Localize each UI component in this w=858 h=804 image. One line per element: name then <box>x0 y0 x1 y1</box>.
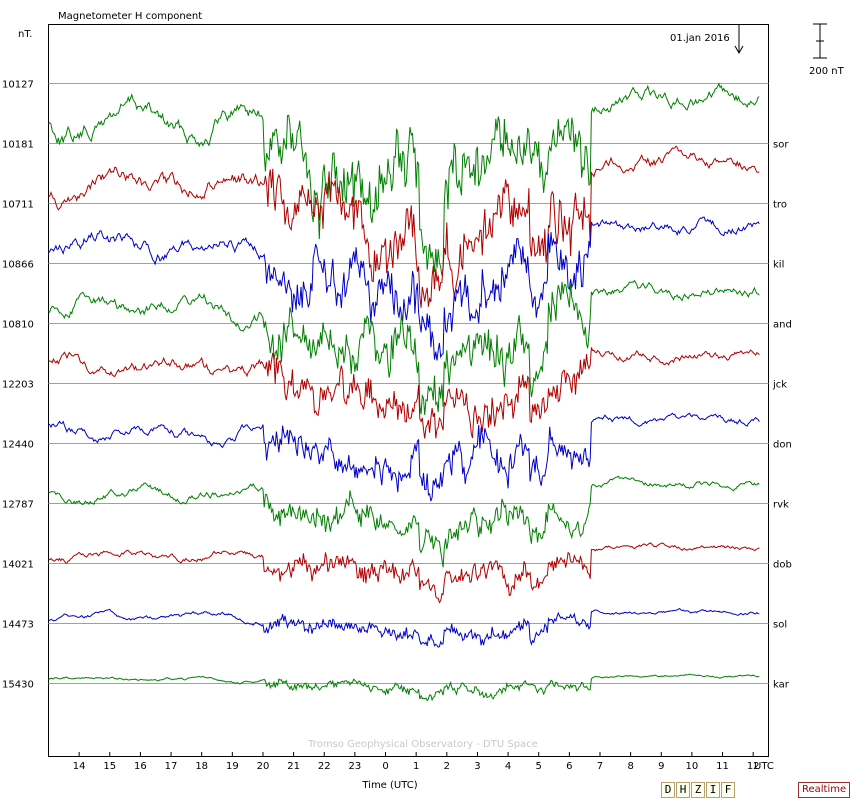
x-tick-label: 23 <box>349 761 362 772</box>
trace-don <box>48 412 760 502</box>
x-tick-label: 9 <box>658 761 664 772</box>
baseline-value-label: 10127 <box>2 80 34 91</box>
scale-bar-label: 200 nT <box>809 66 845 77</box>
baseline-value-label: 15430 <box>2 680 34 691</box>
x-tick-label: 22 <box>318 761 331 772</box>
x-tick-label: 0 <box>382 761 388 772</box>
x-tick-label: 15 <box>103 761 116 772</box>
realtime-button[interactable]: Realtime <box>798 782 851 798</box>
station-label-dob: dob <box>773 560 792 571</box>
trace-dob <box>48 542 760 604</box>
x-tick-label: 1 <box>413 761 419 772</box>
traces <box>48 82 760 702</box>
x-tick-label: 8 <box>627 761 633 772</box>
chart-title: Magnetometer H component <box>58 11 202 22</box>
x-tick-label: 16 <box>134 761 147 772</box>
station-label-rvk: rvk <box>773 500 789 511</box>
trace-kil <box>48 216 760 361</box>
component-button-h[interactable]: H <box>676 782 690 798</box>
x-tick-label: 19 <box>226 761 239 772</box>
component-button-z[interactable]: Z <box>691 782 705 798</box>
baseline-value-label: 10810 <box>2 320 34 331</box>
station-labels: sor tro kil and jck don rvk dob sol kar <box>772 140 792 691</box>
baseline-value-label: 10866 <box>2 260 34 271</box>
trace-jck <box>48 347 760 439</box>
station-label-jck: jck <box>772 380 787 391</box>
station-label-sol: sol <box>773 620 787 631</box>
y-axis-baselines: 10127 10181 10711 10866 10810 12203 12440 12787… <box>2 80 34 691</box>
x-tick-label: 21 <box>287 761 300 772</box>
x-tick-label: 20 <box>257 761 270 772</box>
x-axis-ticks: 14 15 16 17 18 19 20 21 22 23 0 1 2 3 4 5 6 7 8 9 10 11 12 <box>73 752 760 772</box>
station-label-kil: kil <box>773 260 784 271</box>
component-selector: D H Z I F <box>661 782 736 798</box>
x-tick-label: 4 <box>505 761 511 772</box>
baseline-value-label: 10181 <box>2 140 34 151</box>
x-tick-label: 11 <box>716 761 729 772</box>
baseline-value-label: 12787 <box>2 500 34 511</box>
trace-kar <box>48 673 760 702</box>
baseline-value-label: 14021 <box>2 560 34 571</box>
plot-frame <box>48 24 769 757</box>
x-tick-label: 12 <box>747 761 760 772</box>
x-tick-label: 6 <box>566 761 572 772</box>
component-button-i[interactable]: I <box>706 782 720 798</box>
baseline-value-label: 12203 <box>2 380 34 391</box>
trace-tro <box>48 145 760 308</box>
station-label-tro: tro <box>773 200 787 211</box>
station-label-kar: kar <box>773 680 790 691</box>
scale-bar <box>813 23 827 59</box>
trace-sol <box>48 608 760 648</box>
trace-sor <box>48 82 760 276</box>
y-unit-label: nT. <box>18 29 32 40</box>
x-tick-label: 2 <box>444 761 450 772</box>
baseline-value-label: 10711 <box>2 200 34 211</box>
x-tick-label: 10 <box>686 761 699 772</box>
grid-lines <box>48 83 769 684</box>
date-marker-arrow <box>734 25 744 55</box>
trace-and <box>48 279 760 416</box>
station-label-and: and <box>773 320 792 331</box>
baseline-value-label: 12440 <box>2 440 34 451</box>
x-tick-label: 7 <box>597 761 603 772</box>
x-axis-title: Time (UTC) <box>361 780 417 791</box>
x-tick-label: 18 <box>195 761 208 772</box>
station-label-don: don <box>773 440 792 451</box>
trace-rvk <box>48 475 760 568</box>
date-label: 01.jan 2016 <box>670 33 730 44</box>
station-label-sor: sor <box>773 140 789 151</box>
x-tick-label: 3 <box>474 761 480 772</box>
x-unit-label: UTC <box>754 761 774 772</box>
x-tick-label: 14 <box>73 761 86 772</box>
baseline-value-label: 14473 <box>2 620 34 631</box>
component-button-f[interactable]: F <box>721 782 735 798</box>
watermark: Tromso Geophysical Observatory - DTU Spa… <box>307 739 538 750</box>
component-button-d[interactable]: D <box>661 782 675 798</box>
x-tick-label: 17 <box>165 761 178 772</box>
x-tick-label: 5 <box>536 761 542 772</box>
